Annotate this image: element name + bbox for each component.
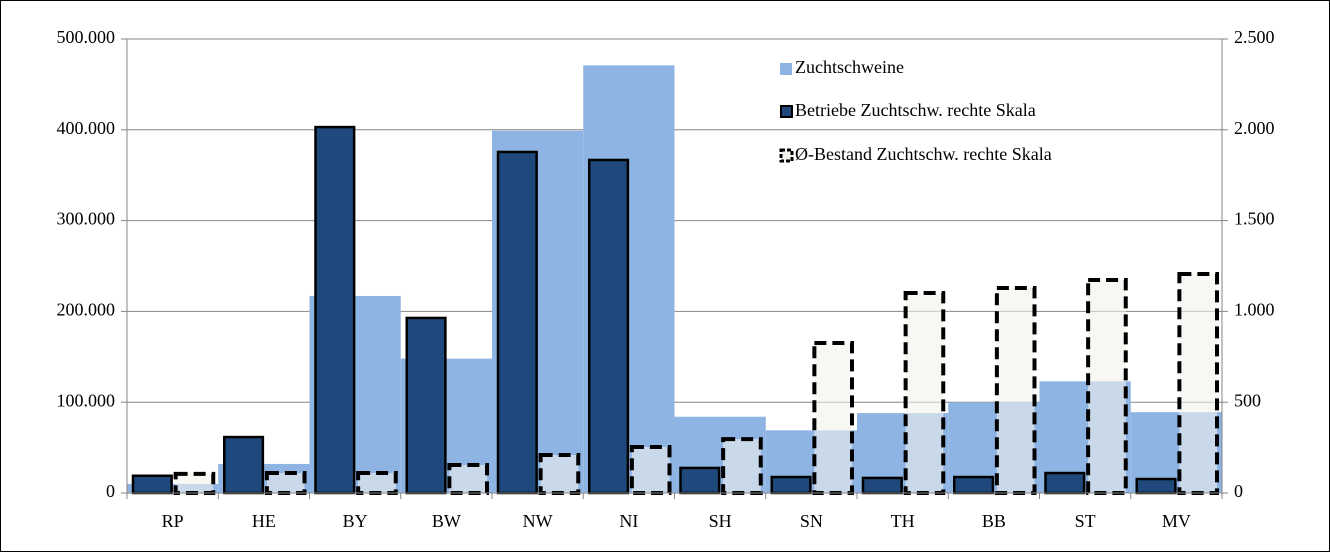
legend-key (780, 105, 793, 118)
bar (356, 471, 398, 495)
legend-label: Ø-Bestand Zuchtschw. rechte Skala (795, 144, 1052, 164)
y2-tick-label: 2.000 (1234, 118, 1275, 138)
bar (812, 340, 854, 496)
y-tick-label: 0 (106, 481, 115, 501)
bar (538, 453, 581, 495)
y2-tick-label: 500 (1234, 390, 1261, 410)
y2-tick-label: 0 (1234, 481, 1243, 501)
bar (994, 285, 1037, 495)
bar (629, 445, 672, 496)
bar (1086, 277, 1128, 495)
x-tick-label: TH (891, 511, 915, 531)
x-tick-label: SN (800, 511, 823, 531)
y-tick-label: 300.000 (57, 209, 116, 229)
x-tick-label: RP (162, 511, 184, 531)
y-tick-label: 500.000 (57, 27, 116, 47)
y-tick-label: 200.000 (57, 300, 116, 320)
y-tick-label: 400.000 (57, 118, 116, 138)
legend-key (780, 63, 792, 75)
x-tick-label: NW (523, 511, 553, 531)
bar (679, 466, 721, 495)
x-tick-label: BY (343, 511, 368, 531)
bar (1177, 271, 1219, 495)
bar (223, 435, 265, 495)
bar (721, 437, 763, 495)
x-tick-label: ST (1075, 511, 1096, 531)
y2-tick-label: 1.000 (1234, 300, 1275, 320)
bar (173, 471, 216, 496)
bar (496, 150, 538, 495)
y2-tick-label: 2.500 (1234, 27, 1275, 47)
bar (1135, 477, 1177, 495)
legend-label: Zuchtschweine (795, 57, 904, 77)
legend-label: Betriebe Zuchtschw. rechte Skala (795, 100, 1036, 120)
x-tick-label: HE (252, 511, 276, 531)
bar (1044, 471, 1086, 495)
bar (405, 316, 447, 495)
bar (903, 291, 946, 496)
y-tick-label: 100.000 (57, 390, 116, 410)
bar (588, 158, 630, 495)
bar (264, 471, 307, 495)
legend-key (779, 148, 794, 163)
bar (953, 475, 995, 495)
x-tick-label: BB (982, 511, 1006, 531)
x-tick-label: SH (709, 511, 732, 531)
y2-tick-label: 1.500 (1234, 209, 1275, 229)
x-tick-label: MV (1162, 511, 1191, 531)
x-tick-label: BW (432, 511, 461, 531)
x-tick-label: NI (619, 511, 638, 531)
bar (131, 474, 173, 495)
bar (770, 475, 812, 495)
bar (314, 125, 356, 495)
bar (861, 476, 903, 495)
bar (447, 463, 489, 495)
